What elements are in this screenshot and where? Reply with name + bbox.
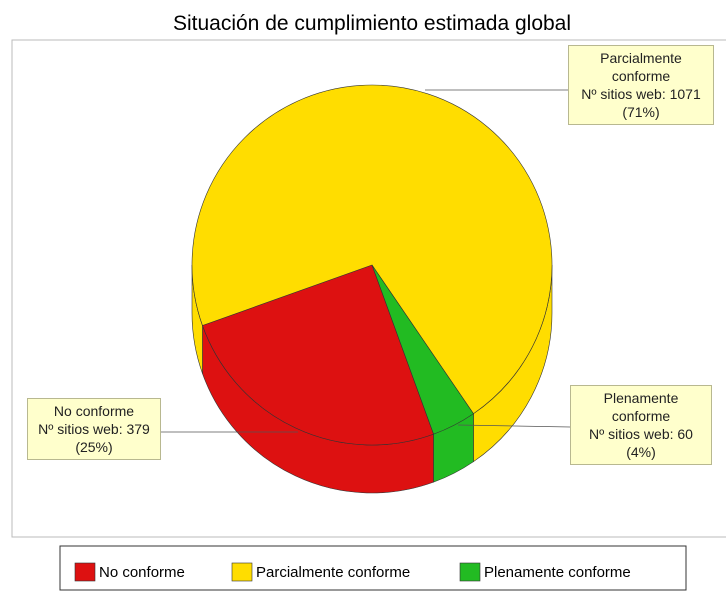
callout-name: No conforme bbox=[53, 403, 135, 419]
legend-swatch bbox=[74, 562, 96, 582]
legend-label: No conforme bbox=[99, 564, 185, 581]
pie-slice bbox=[371, 264, 474, 435]
plot-frame bbox=[11, 39, 726, 538]
percent-label: (71%) bbox=[622, 104, 660, 120]
legend-label: Plenamente conforme bbox=[484, 564, 631, 581]
legend-box bbox=[59, 545, 687, 591]
data-label: Nº sitios web: 379 bbox=[38, 421, 150, 437]
callout: Plenamente conforme Nº sitios web: 60 (4%) bbox=[570, 385, 712, 465]
data-label: Nº sitios web: 60 bbox=[589, 426, 693, 442]
callout-name: Parcialmente conforme bbox=[600, 50, 682, 84]
percent-label: (4%) bbox=[626, 444, 656, 460]
percent-label: (25%) bbox=[75, 439, 113, 455]
legend-swatch bbox=[231, 562, 253, 582]
callout-name: Plenamente conforme bbox=[603, 390, 679, 424]
pie-slice bbox=[191, 84, 553, 415]
callout: No conforme Nº sitios web: 379 (25%) bbox=[27, 398, 161, 460]
callout-line bbox=[457, 424, 571, 428]
chart-title: Situación de cumplimiento estimada globa… bbox=[173, 12, 571, 35]
data-label: Nº sitios web: 1071 bbox=[581, 86, 701, 102]
pie-slice bbox=[202, 264, 434, 446]
legend-swatch bbox=[459, 562, 481, 582]
legend-label: Parcialmente conforme bbox=[256, 564, 410, 581]
callout: Parcialmente conforme Nº sitios web: 1071… bbox=[568, 45, 714, 125]
